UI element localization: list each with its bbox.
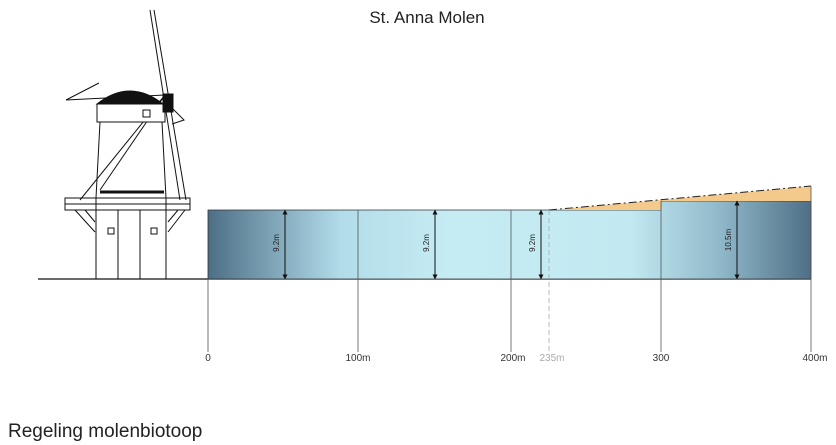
distance-label: 400m <box>802 353 827 364</box>
distance-label: 100m <box>345 353 370 364</box>
distance-label: 200m <box>500 353 525 364</box>
windmill <box>64 9 191 279</box>
obstacle-zone <box>549 186 811 210</box>
height-label: 9.2m <box>272 234 281 252</box>
height-label: 10.5m <box>724 229 733 252</box>
distance-label: 0 <box>205 353 211 364</box>
footer-title: Regeling molenbiotoop <box>8 421 202 442</box>
slope-line <box>548 185 812 211</box>
distance-label: 235m <box>539 353 564 364</box>
title: St. Anna Molen <box>369 8 484 27</box>
height-arrows <box>282 200 740 280</box>
distance-lines <box>207 186 812 352</box>
height-label: 9.2m <box>528 234 537 252</box>
biotope-zone <box>207 200 812 280</box>
distance-label: 300 <box>653 353 670 364</box>
height-label: 9.2m <box>422 234 431 252</box>
